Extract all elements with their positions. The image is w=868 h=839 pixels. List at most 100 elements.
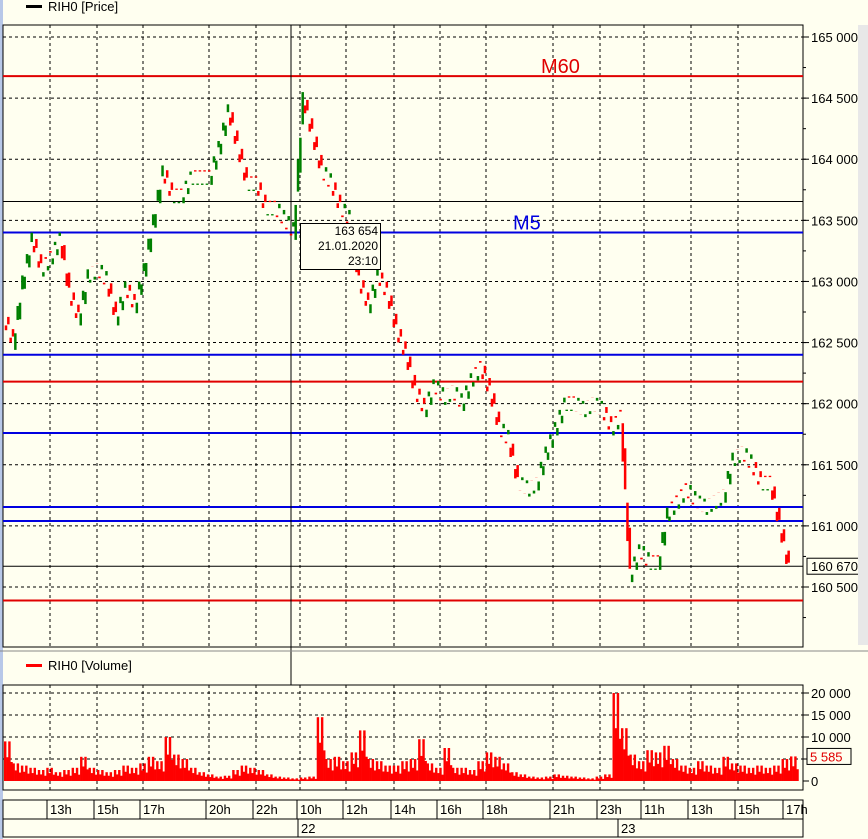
volume-bar	[181, 759, 184, 781]
volume-bar	[320, 717, 324, 781]
price-plot-area	[2, 24, 804, 648]
volume-bar	[536, 777, 539, 781]
volume-bar	[232, 770, 235, 781]
volume-bar	[356, 767, 360, 781]
volume-bar	[274, 776, 277, 781]
time-label: 18h	[486, 802, 508, 817]
volume-bar	[751, 767, 755, 781]
volume-bar	[8, 741, 11, 781]
volume-bar	[344, 769, 347, 781]
volume-bar	[325, 759, 328, 781]
volume-bar	[754, 774, 757, 781]
volume-bar	[196, 774, 199, 781]
volume-bar	[623, 749, 626, 781]
volume-bar	[170, 759, 174, 781]
volume-bar	[606, 777, 609, 781]
volume-bar	[206, 774, 210, 781]
volume-bar	[109, 772, 113, 781]
volume-bar	[390, 773, 394, 781]
volume-bar	[620, 728, 624, 781]
volume-bar	[299, 777, 303, 781]
volume-bar	[52, 774, 56, 781]
volume-bar	[149, 766, 153, 781]
volume-bar	[82, 766, 85, 781]
volume-bar	[392, 765, 396, 781]
volume-bar	[435, 767, 438, 781]
volume-bar	[504, 770, 508, 781]
volume-bar	[601, 778, 605, 781]
volume-bar	[739, 765, 742, 781]
last-price-label: 160 670	[811, 559, 858, 574]
volume-bar	[365, 756, 368, 781]
volume-bar	[699, 769, 702, 781]
volume-bar	[481, 761, 484, 781]
volume-bar	[287, 777, 290, 781]
volume-bar	[147, 756, 151, 781]
volume-bar	[587, 778, 590, 781]
price-legend: RIH0 [Price]	[26, 0, 118, 14]
volume-bar	[84, 756, 87, 781]
volume-bar	[236, 770, 239, 781]
volume-bar	[432, 772, 436, 781]
volume-bar	[500, 769, 503, 781]
volume-bar	[591, 778, 594, 781]
volume-bar	[377, 769, 381, 781]
volume-bar	[164, 737, 167, 781]
volume-bar	[352, 763, 356, 781]
volume-bar	[25, 765, 28, 781]
volume-bar	[154, 769, 157, 781]
volume-bar	[688, 767, 691, 781]
volume-bar	[661, 767, 664, 781]
volume-bar	[166, 754, 170, 781]
volume-bar	[301, 778, 305, 781]
volume-bar	[498, 756, 501, 781]
y-tick-label: 0	[811, 774, 818, 789]
volume-bar	[312, 776, 315, 781]
time-label: 17h	[786, 802, 808, 817]
volume-bar	[337, 756, 341, 781]
volume-bar	[388, 765, 391, 781]
volume-bar	[612, 693, 615, 781]
volume-bar	[671, 759, 675, 781]
volume-bar	[794, 756, 797, 781]
volume-bar	[39, 774, 43, 781]
volume-bar	[692, 767, 696, 781]
time-label: 15h	[97, 802, 119, 817]
volume-bar	[96, 770, 100, 781]
volume-bar	[145, 772, 148, 781]
volume-bar	[534, 778, 537, 781]
volume-bar	[230, 778, 233, 781]
volume-bar	[23, 771, 26, 781]
volume-bar	[764, 767, 768, 781]
volume-bar	[785, 759, 789, 781]
volume-bar	[270, 774, 273, 781]
volume-bar	[63, 770, 66, 781]
volume-bar	[413, 759, 417, 781]
volume-bar	[107, 775, 110, 781]
volume-bar	[314, 778, 318, 781]
volume-bar	[192, 773, 195, 781]
volume-bar	[204, 776, 208, 781]
volume-bar	[253, 767, 256, 781]
volume-bar	[266, 774, 269, 781]
volume-bar	[183, 767, 187, 781]
volume-bar	[375, 761, 379, 781]
volume-bar	[329, 759, 332, 781]
volume-bar	[175, 765, 178, 781]
volume-bar	[12, 763, 15, 781]
volume-bar	[648, 762, 651, 781]
volume-bar	[528, 776, 531, 781]
volume-bar	[656, 763, 660, 781]
volume-bar	[44, 775, 47, 781]
volume-bar	[654, 752, 658, 781]
last-volume-box	[806, 747, 852, 765]
volume-bar	[10, 761, 13, 781]
volume-bar	[189, 767, 193, 781]
volume-bar	[428, 770, 432, 781]
volume-bar	[384, 765, 387, 781]
volume-bar	[418, 739, 421, 781]
volume-bar	[173, 754, 176, 781]
volume-bar	[411, 767, 415, 781]
window-border	[0, 0, 3, 839]
